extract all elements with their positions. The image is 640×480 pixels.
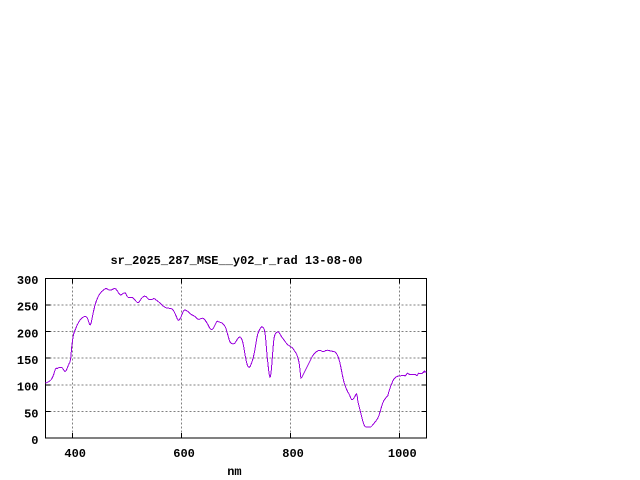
svg-text:600: 600 <box>173 447 195 461</box>
svg-text:800: 800 <box>282 447 304 461</box>
svg-text:250: 250 <box>17 301 39 315</box>
svg-text:100: 100 <box>17 381 39 395</box>
svg-text:200: 200 <box>17 327 39 341</box>
svg-text:1000: 1000 <box>388 447 417 461</box>
svg-text:sr_2025_287_MSE__y02_r_rad 13-: sr_2025_287_MSE__y02_r_rad 13-08-00 <box>110 254 362 268</box>
svg-text:150: 150 <box>17 354 39 368</box>
svg-text:nm: nm <box>227 465 241 479</box>
svg-text:300: 300 <box>17 274 39 288</box>
svg-text:400: 400 <box>64 447 86 461</box>
svg-text:0: 0 <box>31 434 38 448</box>
svg-text:50: 50 <box>24 407 38 421</box>
